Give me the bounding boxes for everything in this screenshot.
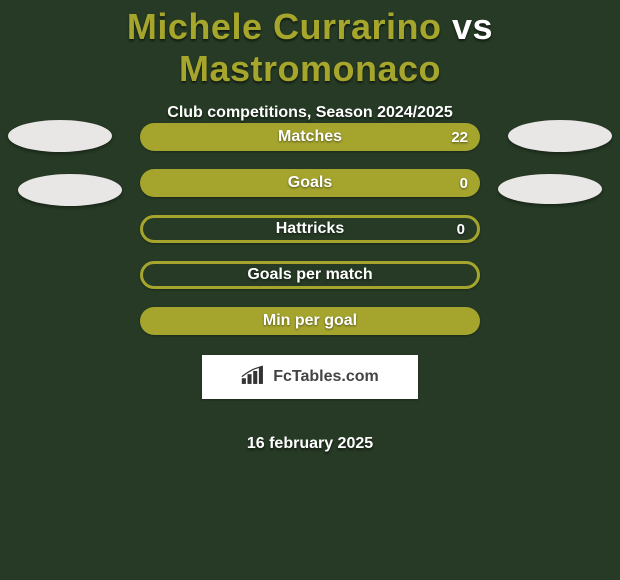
- stat-bar-min-per-goal: Min per goal: [140, 307, 480, 335]
- stat-value: 0: [460, 175, 468, 192]
- brand-text: FcTables.com: [273, 368, 379, 386]
- stat-bar-goals-per-match: Goals per match: [140, 261, 480, 289]
- stat-bars: Matches 22 Goals 0 Hattricks 0 Goals per match…: [0, 123, 620, 453]
- stat-value: 22: [451, 129, 468, 146]
- bar-chart-icon: [241, 364, 267, 391]
- stat-value: 0: [457, 221, 465, 238]
- subtitle: Club competitions, Season 2024/2025: [0, 104, 620, 122]
- stat-bar-hattricks: Hattricks 0: [140, 215, 480, 243]
- player2-name: Mastromonaco: [179, 48, 441, 89]
- stat-bar-goals: Goals 0: [140, 169, 480, 197]
- stat-label: Goals: [288, 174, 332, 192]
- stat-label: Min per goal: [263, 312, 357, 330]
- stat-label: Hattricks: [276, 220, 344, 238]
- footer-date: 16 february 2025: [247, 435, 373, 453]
- page-title: Michele Currarino vs Mastromonaco: [0, 0, 620, 90]
- stat-bar-matches: Matches 22: [140, 123, 480, 151]
- vs-separator: vs: [452, 6, 493, 47]
- brand-box: FcTables.com: [202, 355, 418, 399]
- stat-label: Goals per match: [247, 266, 372, 284]
- comparison-card: Michele Currarino vs Mastromonaco Club c…: [0, 0, 620, 580]
- player1-name: Michele Currarino: [127, 6, 442, 47]
- stat-label: Matches: [278, 128, 342, 146]
